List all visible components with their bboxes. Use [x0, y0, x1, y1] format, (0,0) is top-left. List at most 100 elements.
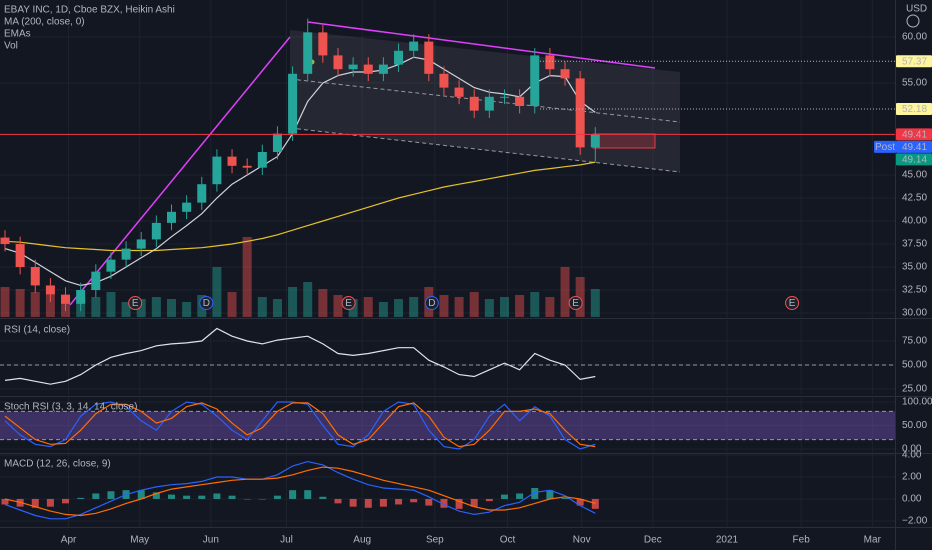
y-tick-label: 4.00 [902, 450, 922, 461]
volume-bar [91, 297, 101, 317]
event-label: E [572, 298, 579, 309]
histogram-bar [304, 490, 312, 499]
volume-bar [363, 297, 373, 317]
price-tag [896, 128, 932, 141]
price-tag [896, 153, 932, 166]
candle-body [378, 64, 388, 74]
volume-bar [333, 295, 343, 317]
candle-body [545, 55, 555, 70]
candle-body [409, 41, 419, 51]
candle-body [560, 69, 570, 79]
candle-body [61, 294, 71, 304]
histogram-bar [92, 493, 100, 499]
histogram-bar [410, 498, 418, 503]
event-marker [199, 296, 214, 310]
volume-bar [30, 292, 40, 317]
histogram-bar [500, 494, 508, 499]
x-tick-label: Oct [500, 535, 516, 546]
channel-bottom [289, 127, 681, 173]
candle-body [590, 134, 600, 148]
x-tick-label: Apr [61, 535, 77, 546]
volume-bar [288, 287, 298, 317]
histogram-bar [546, 490, 554, 499]
volume-bar [212, 267, 222, 317]
x-tick-label: Aug [353, 535, 371, 546]
price-tag-name-box [874, 140, 896, 153]
histogram-bar [349, 498, 357, 507]
volume-bar [409, 297, 419, 317]
price-tag-label: 49.41 [902, 130, 927, 141]
candle-body [333, 55, 343, 70]
candle-body [106, 259, 116, 272]
histogram-bar [425, 498, 433, 506]
volume-bar [303, 282, 313, 317]
histogram-bar [379, 498, 387, 507]
price-tag-label: 49.41 [902, 142, 927, 153]
y-tick-label: 42.50 [902, 193, 927, 204]
y-tick-label: 40.00 [902, 216, 927, 227]
volume-bar [515, 295, 525, 317]
candle-body [288, 73, 298, 134]
y-tick-label: 50.00 [902, 420, 927, 431]
price-tag-label: 49.14 [902, 155, 927, 166]
candle-body [15, 244, 25, 268]
volume-bar [182, 302, 192, 317]
candle-body [575, 78, 585, 148]
volume-bar [15, 289, 25, 317]
event-label: E [132, 298, 139, 309]
candle-body [439, 73, 449, 88]
y-tick-label: 0.00 [902, 444, 922, 455]
histogram-bar [576, 498, 584, 506]
histogram-bar [364, 498, 372, 508]
volume-bar [560, 267, 570, 317]
chart-title: EBAY INC, 1D, Cboe BZX, Heikin Ashi [4, 5, 175, 16]
y-tick-label: 75.00 [902, 336, 927, 347]
candle-body [515, 96, 525, 106]
x-tick-label: Mar [864, 535, 882, 546]
labels: Apr May Jun Jul Aug Sep Oct Nov Dec 2021 Feb Mar 60.… [4, 4, 932, 546]
y-tick-label: 30.00 [902, 308, 927, 319]
volume-bar [151, 297, 161, 317]
indicator-line [4, 402, 596, 448]
histogram-bar [137, 490, 145, 499]
y-tick-label: 37.50 [902, 239, 927, 250]
volume-bar [121, 302, 131, 317]
histogram-bar [531, 487, 539, 499]
indicator-line [4, 56, 596, 287]
indicator-line [4, 466, 596, 517]
volume-bar [545, 297, 555, 317]
histogram-bar [516, 493, 524, 499]
price-tag-name: Post [875, 142, 895, 153]
volume-bar [166, 299, 176, 317]
histogram-bar [395, 498, 403, 505]
volume-bar [394, 299, 404, 317]
x-tick-label: Jul [280, 535, 293, 546]
candle-body [484, 96, 494, 111]
settings-icon[interactable] [906, 14, 920, 28]
histogram-bar [258, 498, 266, 500]
price-tag-label: 57.37 [902, 56, 927, 67]
candle-body [530, 55, 540, 106]
volume-bar [484, 299, 494, 317]
event-label: D [203, 298, 210, 309]
histogram-bar [243, 498, 251, 500]
volume-bar [136, 299, 146, 317]
candle-body [272, 133, 282, 153]
candle-body [121, 248, 131, 260]
candle-body [151, 222, 161, 240]
histogram-bar [198, 495, 206, 499]
y-tick-label: 45.00 [902, 170, 927, 181]
volume-bar [590, 289, 600, 317]
band [0, 411, 895, 440]
x-tick-label: 2021 [716, 535, 739, 546]
volume-bar [272, 299, 282, 317]
zone-box [592, 133, 656, 149]
trend-line [307, 21, 656, 69]
candle-body [454, 87, 464, 97]
histogram-bar [455, 498, 463, 509]
candle-body [30, 267, 40, 286]
candle-body [136, 239, 146, 249]
candle-body [424, 41, 434, 74]
legend-entry: EMAs [4, 29, 31, 40]
candle-body [45, 285, 55, 295]
